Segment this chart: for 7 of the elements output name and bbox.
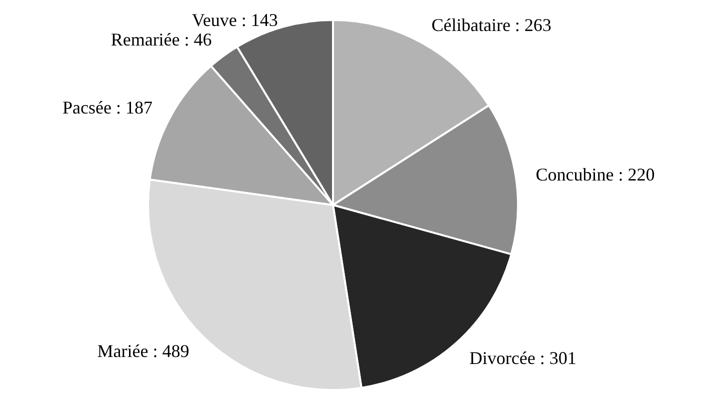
slice-label: Divorcée : 301 xyxy=(469,348,576,368)
slice-label: Remariée : 46 xyxy=(110,30,212,50)
slice-label: Célibataire : 263 xyxy=(431,15,552,36)
slice-label: Concubine : 220 xyxy=(536,164,655,184)
slice-label: Veuve : 143 xyxy=(192,10,278,30)
slice-label: Mariée : 489 xyxy=(97,341,190,362)
slice-label: Pacsée : 187 xyxy=(62,98,153,118)
